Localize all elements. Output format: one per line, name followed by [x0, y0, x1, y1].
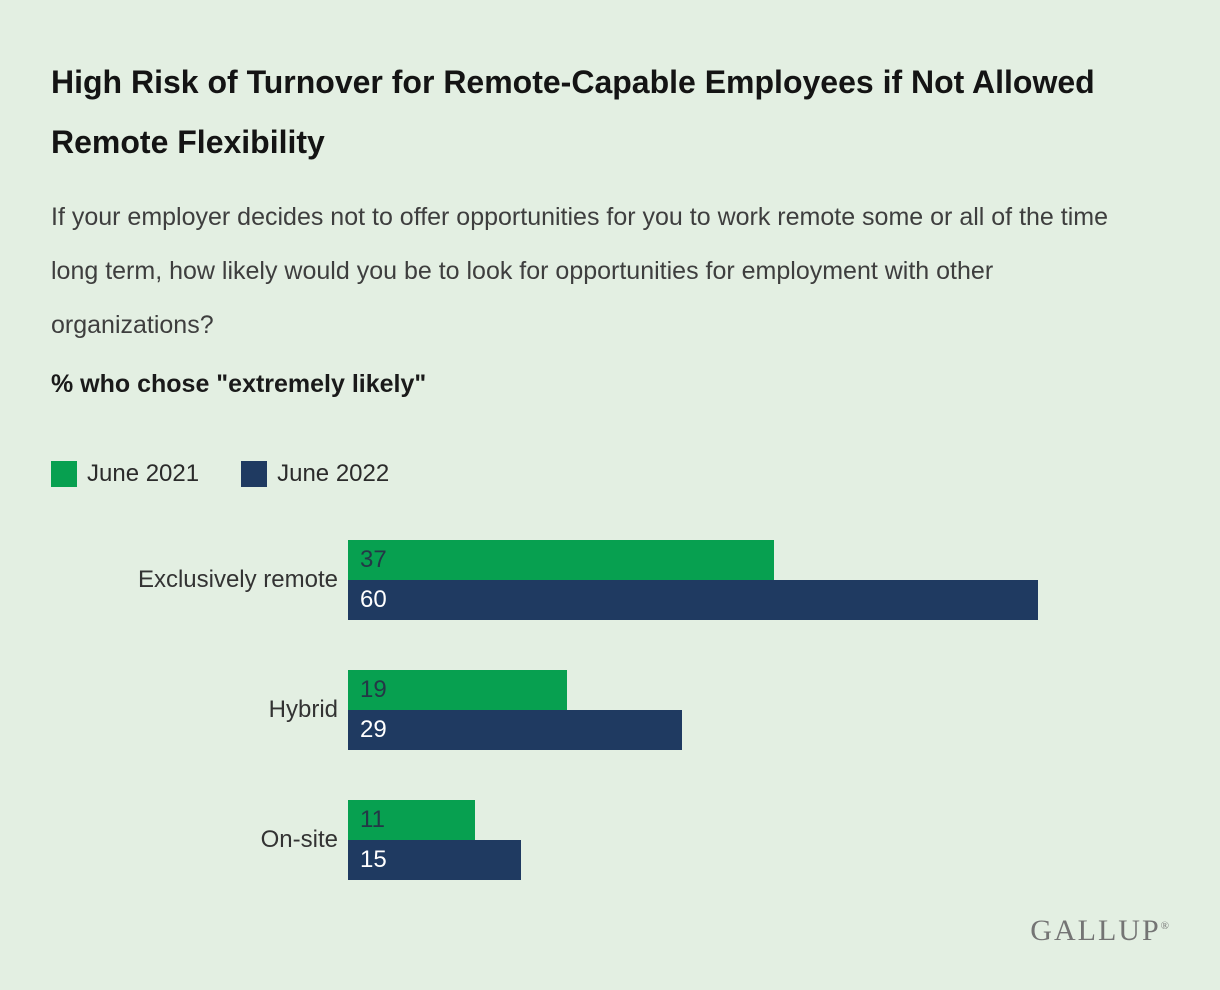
bar-value-label: 15 [360, 846, 387, 873]
legend-item-june-2022: June 2022 [241, 460, 389, 488]
bar-june-2021: 19 [348, 670, 567, 710]
bar-june-2022: 15 [348, 840, 521, 880]
bar-group: 11 15 [348, 800, 1038, 880]
chart-row: On-site 11 15 [51, 800, 1169, 880]
chart-measure: % who chose "extremely likely" [51, 370, 427, 398]
category-label: Exclusively remote [137, 566, 338, 593]
bar-june-2022: 60 [348, 580, 1038, 620]
bar-chart: Exclusively remote 37 60 Hybrid 19 29 On-site 1… [51, 540, 1169, 880]
bar-value-label: 37 [360, 546, 387, 573]
chart-row: Hybrid 19 29 [51, 670, 1169, 750]
chart-row: Exclusively remote 37 60 [51, 540, 1169, 620]
bar-group: 19 29 [348, 670, 1038, 750]
legend: June 2021 June 2022 [51, 460, 1169, 488]
legend-item-june-2021: June 2021 [51, 460, 199, 488]
legend-swatch-icon [51, 461, 77, 487]
category-label: On-site [260, 826, 338, 853]
legend-label: June 2021 [87, 460, 200, 487]
bar-value-label: 60 [360, 586, 387, 613]
chart-question: If your employer decides not to offer op… [51, 203, 1108, 339]
bar-value-label: 29 [360, 716, 387, 743]
bar-group: 37 60 [348, 540, 1038, 620]
bar-june-2022: 29 [348, 710, 682, 750]
bar-june-2021: 11 [348, 800, 475, 840]
bar-value-label: 19 [360, 676, 387, 703]
bar-june-2021: 37 [348, 540, 774, 580]
gallup-logo: GALLUP® [1030, 914, 1169, 948]
registered-mark-icon: ® [1160, 920, 1169, 932]
chart-title: High Risk of Turnover for Remote-Capable… [51, 64, 1095, 160]
gallup-wordmark: GALLUP [1030, 914, 1161, 947]
bar-value-label: 11 [360, 806, 385, 833]
category-label: Hybrid [268, 696, 338, 723]
legend-label: June 2022 [277, 460, 390, 487]
legend-swatch-icon [241, 461, 268, 487]
